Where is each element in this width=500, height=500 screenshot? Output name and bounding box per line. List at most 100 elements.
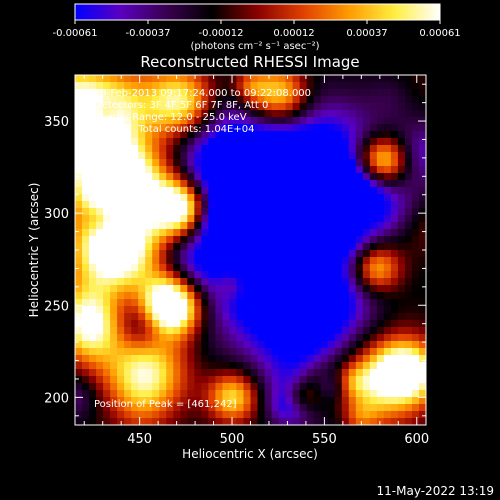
heatmap-cell (264, 180, 273, 188)
heatmap-cell (369, 404, 378, 412)
heatmap-cell (138, 243, 146, 251)
heatmap-cell (264, 110, 273, 118)
heatmap-cell (278, 348, 287, 356)
heatmap-cell (222, 418, 231, 425)
heatmap-cell (145, 82, 153, 90)
heatmap-cell (152, 341, 160, 349)
heatmap-cell (145, 117, 153, 125)
heatmap-cell (264, 236, 273, 244)
heatmap-cell (222, 348, 231, 356)
heatmap-cell (348, 362, 357, 370)
heatmap-cell (159, 236, 167, 244)
heatmap-cell (103, 418, 111, 425)
heatmap-cell (278, 89, 287, 97)
heatmap-cell (348, 124, 357, 132)
heatmap-cell (124, 369, 132, 377)
heatmap-cell (320, 383, 329, 391)
heatmap-cell (257, 96, 266, 104)
x-axis-title: Heliocentric X (arcsec) (182, 447, 318, 461)
heatmap-cell (243, 222, 252, 230)
heatmap-cell (376, 215, 385, 223)
heatmap-cell (264, 278, 273, 286)
heatmap-cell (320, 103, 329, 111)
heatmap-cell (383, 187, 392, 195)
heatmap-cell (411, 285, 420, 293)
heatmap-cell (369, 166, 378, 174)
heatmap-cell (369, 397, 378, 405)
heatmap-cell (82, 418, 90, 425)
heatmap-cell (376, 341, 385, 349)
heatmap-cell (194, 355, 202, 363)
heatmap-cell (152, 376, 160, 384)
heatmap-cell (418, 397, 426, 405)
heatmap-cell (383, 264, 392, 272)
heatmap-cell (327, 110, 336, 118)
heatmap-cell (355, 124, 364, 132)
heatmap-cell (145, 313, 153, 321)
heatmap-cell (103, 145, 111, 153)
heatmap-cell (341, 96, 350, 104)
heatmap-cell (362, 313, 371, 321)
heatmap-cell (355, 390, 364, 398)
heatmap-cell (285, 180, 294, 188)
heatmap-cell (187, 110, 195, 118)
heatmap-cell (348, 348, 357, 356)
heatmap-cell (96, 320, 104, 328)
heatmap-cell (187, 397, 195, 405)
heatmap-cell (341, 138, 350, 146)
heatmap-cell (201, 313, 209, 321)
heatmap-cell (124, 138, 132, 146)
heatmap-cell (355, 250, 364, 258)
heatmap-cell (285, 362, 294, 370)
heatmap-cell (96, 131, 104, 139)
heatmap-cell (89, 152, 97, 160)
heatmap-cell (271, 201, 280, 209)
heatmap-cell (341, 250, 350, 258)
heatmap-cell (411, 138, 420, 146)
heatmap-cell (75, 131, 83, 139)
heatmap-cell (138, 159, 146, 167)
heatmap-cell (96, 138, 104, 146)
heatmap-cell (376, 243, 385, 251)
heatmap-cell (320, 110, 329, 118)
heatmap-cell (138, 404, 146, 412)
heatmap-cell (166, 320, 174, 328)
heatmap-cell (278, 355, 287, 363)
heatmap-cell (124, 292, 132, 300)
heatmap-cell (180, 117, 188, 125)
heatmap-cell (138, 236, 146, 244)
heatmap-cell (306, 187, 315, 195)
heatmap-cell (327, 243, 336, 251)
heatmap-cell (208, 201, 216, 209)
heatmap-cell (194, 187, 202, 195)
heatmap-cell (159, 96, 167, 104)
heatmap-cell (348, 215, 357, 223)
heatmap-cell (376, 271, 385, 279)
heatmap-cell (208, 285, 216, 293)
heatmap-cell (75, 82, 83, 90)
heatmap-cell (306, 173, 315, 181)
heatmap-cell (320, 313, 329, 321)
heatmap-cell (390, 299, 399, 307)
heatmap-cell (320, 152, 329, 160)
heatmap-cell (131, 75, 139, 83)
heatmap-cell (334, 327, 343, 335)
heatmap-cell (390, 75, 399, 83)
heatmap-cell (124, 355, 132, 363)
heatmap-cell (117, 145, 125, 153)
heatmap-cell (362, 173, 371, 181)
heatmap-cell (369, 250, 378, 258)
heatmap-cell (257, 124, 266, 132)
heatmap-cell (166, 299, 174, 307)
heatmap-cell (110, 131, 118, 139)
heatmap-cell (418, 250, 426, 258)
heatmap-cell (250, 194, 259, 202)
heatmap-cell (117, 320, 125, 328)
heatmap-cell (229, 383, 238, 391)
heatmap-cell (250, 264, 259, 272)
heatmap-cell (166, 159, 174, 167)
heatmap-cell (180, 75, 188, 83)
heatmap-cell (215, 327, 224, 335)
heatmap-cell (187, 82, 195, 90)
heatmap-cell (271, 243, 280, 251)
